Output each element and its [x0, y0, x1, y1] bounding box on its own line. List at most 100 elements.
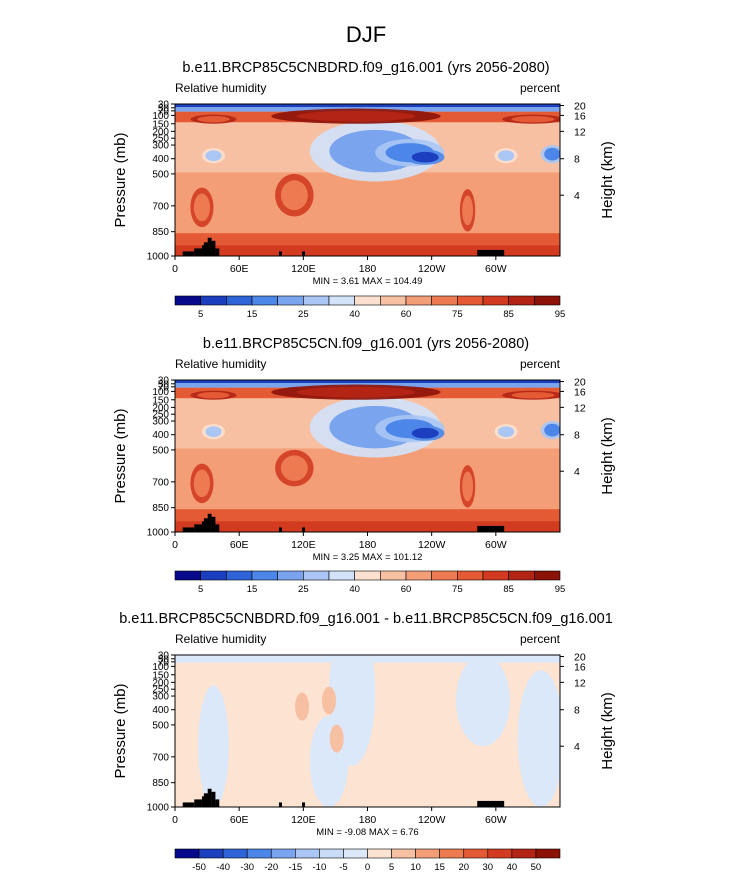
chart-title: b.e11.BRCP85C5CNBDRD.f09_g16.001 (yrs 20… [182, 60, 549, 76]
height-tick-label: 8 [574, 705, 580, 717]
height-tick-label: 16 [574, 110, 586, 122]
colorbar-label: 85 [503, 584, 514, 595]
contour-region [205, 150, 222, 161]
contour-region [456, 655, 510, 747]
variable-label: Relative humidity [175, 81, 266, 95]
x-tick-label: 0 [172, 814, 178, 826]
contour-field [175, 380, 560, 532]
colorbar-swatch [431, 295, 458, 306]
contour-region [498, 150, 515, 161]
x-tick-label: 60W [485, 539, 507, 551]
topography-block [203, 242, 210, 256]
height-tick-label: 8 [574, 154, 580, 166]
y-tick-label: 300 [152, 141, 169, 152]
height-tick-label: 8 [574, 430, 580, 442]
topography-block [278, 527, 282, 532]
colorbar-swatch [328, 295, 355, 306]
colorbar-label: 85 [503, 309, 514, 320]
colorbar-swatch [511, 848, 537, 859]
colorbar-label: 40 [507, 862, 518, 873]
variable-label: Relative humidity [175, 632, 266, 646]
colorbar-swatch [487, 848, 513, 859]
contour-region [296, 110, 416, 122]
colorbar-label: 40 [349, 584, 360, 595]
colorbar-label: 25 [298, 584, 309, 595]
colorbar-swatch [277, 570, 304, 581]
colorbar: 5 15 25 40 60 75 85 95 [174, 570, 565, 595]
colorbar-swatch [508, 295, 535, 306]
contour-region [411, 151, 439, 163]
y-tick-label: 100 [152, 387, 169, 398]
contour-region [193, 193, 211, 222]
topography-block [194, 248, 202, 256]
colorbar-label: 30 [483, 862, 494, 873]
colorbar-swatch [508, 570, 535, 581]
colorbar-label: 40 [349, 309, 360, 320]
topography-block [211, 240, 216, 256]
y-tick-label: 250 [152, 410, 169, 421]
topography-block [182, 251, 195, 256]
contour-region [296, 386, 416, 398]
colorbar-swatch [380, 570, 407, 581]
colorbar-swatch [463, 848, 489, 859]
x-tick-label: 120W [418, 814, 446, 826]
colorbar-swatch [270, 848, 296, 859]
topography-block [194, 524, 202, 532]
topography-block [278, 802, 282, 807]
surface-band-moist [175, 521, 560, 532]
colorbar-label: 15 [247, 309, 258, 320]
contour-field [175, 655, 560, 807]
colorbar-swatch [482, 570, 509, 581]
right-axis-title: Height (km) [599, 141, 616, 219]
surface-band-moist [175, 245, 560, 256]
right-axis-title: Height (km) [599, 692, 616, 770]
contour-region [329, 724, 344, 753]
units-label: percent [520, 357, 561, 371]
y-tick-label: 700 [152, 477, 169, 488]
colorbar-swatch [405, 570, 432, 581]
height-tick-label: 4 [574, 190, 580, 202]
topography-block [477, 800, 505, 807]
colorbar-label: 0 [365, 862, 370, 873]
y-tick-label: 700 [152, 201, 169, 212]
height-tick-label: 12 [574, 677, 586, 689]
contour-field [175, 104, 560, 256]
contour-region [309, 715, 349, 807]
colorbar-swatch [534, 570, 561, 581]
colorbar-label: 60 [401, 584, 412, 595]
height-tick-label: 4 [574, 741, 580, 753]
contour-region [198, 685, 229, 807]
topography-block [211, 516, 216, 532]
topography-block [302, 527, 306, 532]
height-tick-label: 20 [574, 652, 586, 664]
contour-region [322, 686, 336, 715]
colorbar-label: 75 [452, 584, 463, 595]
topography-block [203, 793, 210, 807]
x-tick-label: 180 [359, 539, 377, 551]
topography-block [278, 251, 282, 256]
colorbar-swatch [343, 848, 368, 859]
colorbar-swatch [174, 848, 200, 859]
colorbar-label: 75 [452, 309, 463, 320]
colorbar-swatch [303, 570, 330, 581]
height-tick-label: 16 [574, 661, 586, 673]
min-max-stats: MIN = -9.08 MAX = 6.76 [316, 827, 418, 838]
colorbar-swatch [367, 848, 392, 859]
colorbar-swatch [391, 848, 416, 859]
y-tick-label: 50 [158, 379, 170, 390]
figure-title: DJF [346, 22, 386, 47]
x-tick-label: 60E [230, 814, 249, 826]
units-label: percent [520, 81, 561, 95]
colorbar-swatch [457, 570, 484, 581]
topography-block [215, 248, 220, 256]
height-tick-label: 20 [574, 377, 586, 389]
topography-block [211, 791, 216, 807]
colorbar-swatch [328, 570, 355, 581]
colorbar-swatch [303, 295, 330, 306]
y-tick-label: 200 [152, 678, 169, 689]
contour-region [197, 116, 230, 123]
topography-block [302, 251, 306, 256]
x-tick-label: 180 [359, 814, 377, 826]
y-tick-label: 400 [152, 154, 169, 165]
